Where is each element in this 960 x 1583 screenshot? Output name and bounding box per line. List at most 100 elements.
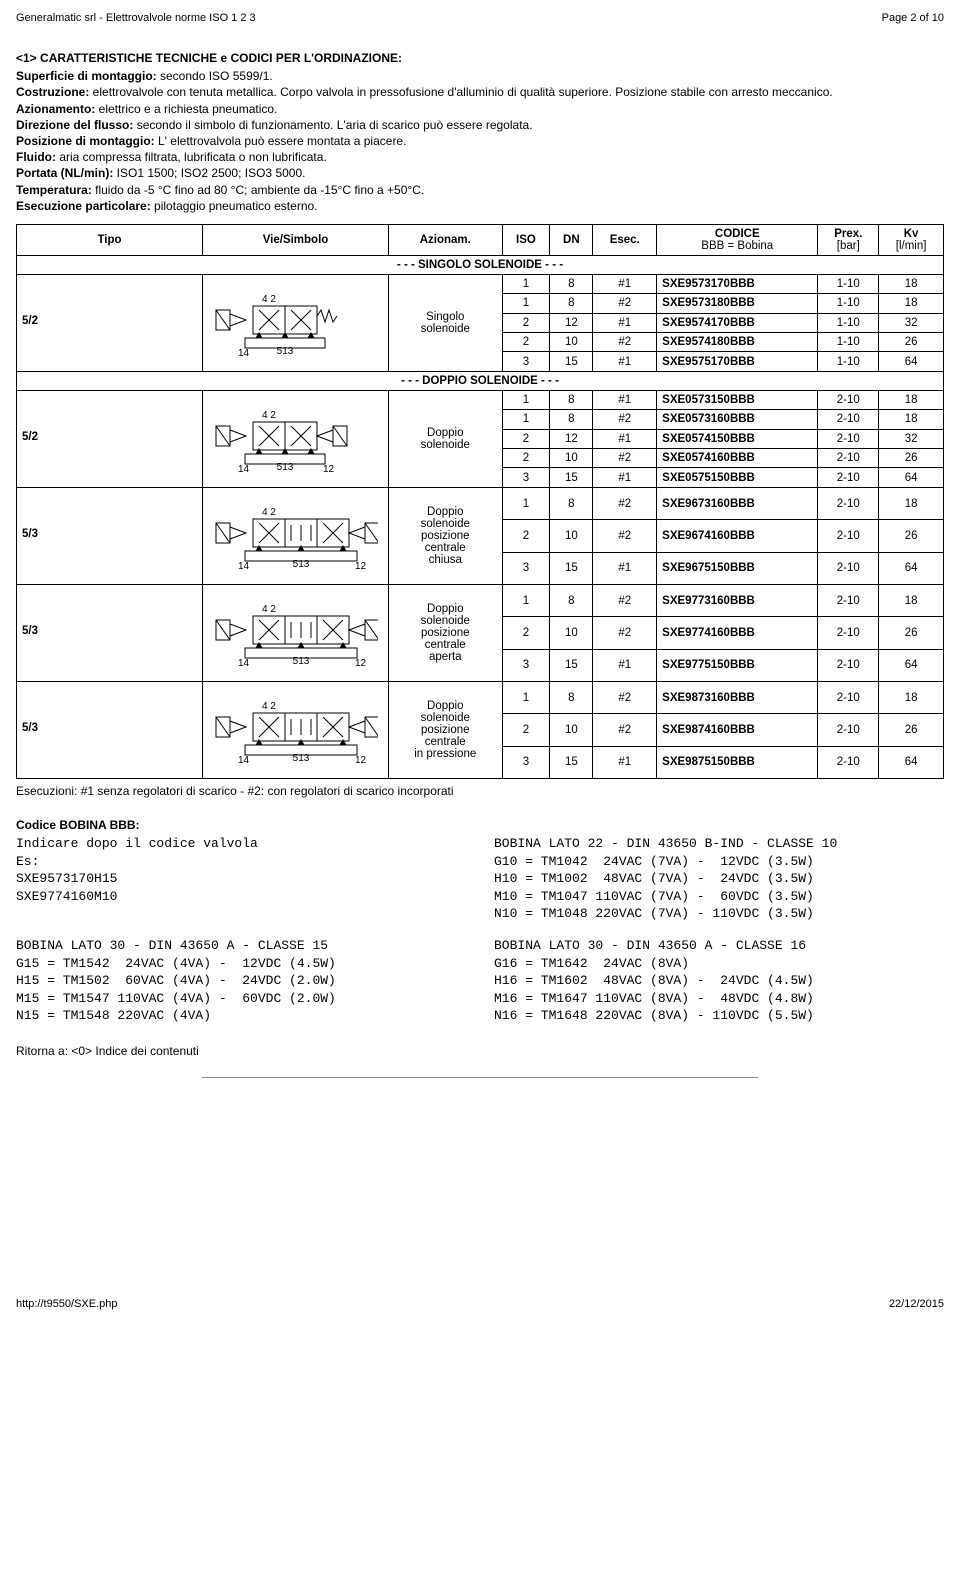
intro-label: Temperatura: <box>16 183 92 197</box>
cell-tipo: 5/2 <box>17 274 203 371</box>
table-row: 5/3 4 21412513Doppio solenoide posizione… <box>17 681 944 713</box>
intro-line: Direzione del flusso: secondo il simbolo… <box>16 117 944 133</box>
intro-text: aria compressa filtrata, lubrificata o n… <box>56 150 327 164</box>
bobina-top-row: Indicare dopo il codice valvola Es: SXE9… <box>16 835 944 923</box>
cell-data: 2-10 <box>818 617 879 649</box>
cell-data: 2-10 <box>818 410 879 429</box>
cell-data: #1 <box>593 649 657 681</box>
cell-data: 1 <box>502 390 550 409</box>
table-body: - - - SINGOLO SOLENOIDE - - -5/2 4 21451… <box>17 255 944 778</box>
intro-label: Posizione di montaggio: <box>16 134 155 148</box>
cell-data: 2-10 <box>818 487 879 519</box>
cell-data: 2-10 <box>818 584 879 616</box>
cell-data: SXE0573150BBB <box>657 390 818 409</box>
cell-data: #2 <box>593 584 657 616</box>
cell-data: SXE9675150BBB <box>657 552 818 584</box>
svg-text:4 2: 4 2 <box>262 701 276 712</box>
cell-data: 18 <box>879 584 944 616</box>
cell-data: 18 <box>879 410 944 429</box>
bobina-right-top: BOBINA LATO 22 - DIN 43650 B-IND - CLASS… <box>494 835 944 923</box>
svg-text:4 2: 4 2 <box>262 410 276 421</box>
cell-data: 2-10 <box>818 714 879 746</box>
cell-tipo: 5/3 <box>17 681 203 778</box>
cell-data: 3 <box>502 649 550 681</box>
intro-line: Costruzione: elettrovalvole con tenuta m… <box>16 84 944 100</box>
cell-data: 8 <box>550 410 593 429</box>
cell-data: SXE9774160BBB <box>657 617 818 649</box>
cell-data: 15 <box>550 352 593 371</box>
table-section-header: - - - DOPPIO SOLENOIDE - - - <box>17 371 944 390</box>
schematic-icon: 4 21412513 <box>208 685 378 775</box>
cell-azionam: Doppio solenoide posizione centrale chiu… <box>389 487 503 584</box>
esecuzioni-note: Esecuzioni: #1 senza regolatori di scari… <box>16 783 944 799</box>
table-row: 5/3 4 21412513Doppio solenoide posizione… <box>17 487 944 519</box>
schematic-icon: 4 21412513 <box>208 394 378 484</box>
svg-text:4 2: 4 2 <box>262 507 276 518</box>
intro-line: Superficie di montaggio: secondo ISO 559… <box>16 68 944 84</box>
intro-label: Azionamento: <box>16 102 95 116</box>
cell-data: 8 <box>550 390 593 409</box>
cell-data: 12 <box>550 313 593 332</box>
table-row: 5/3 4 21412513Doppio solenoide posizione… <box>17 584 944 616</box>
cell-data: 18 <box>879 390 944 409</box>
cell-data: SXE9573180BBB <box>657 294 818 313</box>
intro-text: pilotaggio pneumatico esterno. <box>151 199 318 213</box>
cell-data: 64 <box>879 552 944 584</box>
cell-data: 26 <box>879 617 944 649</box>
cell-data: 26 <box>879 333 944 352</box>
cell-data: 2-10 <box>818 390 879 409</box>
cell-data: 64 <box>879 468 944 487</box>
th-iso: ISO <box>502 224 550 255</box>
cell-data: #1 <box>593 274 657 293</box>
cell-data: SXE0573160BBB <box>657 410 818 429</box>
return-link[interactable]: Ritorna a: <0> Indice dei contenuti <box>16 1044 199 1058</box>
cell-data: #2 <box>593 681 657 713</box>
cell-data: 10 <box>550 333 593 352</box>
page-footer: http://t9550/SXE.php 22/12/2015 <box>16 1298 944 1310</box>
cell-data: 1 <box>502 274 550 293</box>
svg-text:14: 14 <box>238 348 250 359</box>
svg-text:14: 14 <box>238 464 250 475</box>
intro-label: Superficie di montaggio: <box>16 69 157 83</box>
cell-data: 15 <box>550 649 593 681</box>
cell-azionam: Doppio solenoide posizione centrale aper… <box>389 584 503 681</box>
cell-data: #2 <box>593 714 657 746</box>
cell-diagram: 4 21412513 <box>203 681 389 778</box>
cell-data: #1 <box>593 313 657 332</box>
th-azionam: Azionam. <box>389 224 503 255</box>
svg-text:12: 12 <box>323 464 335 475</box>
cell-azionam: Doppio solenoide posizione centrale in p… <box>389 681 503 778</box>
th-prex: Prex. [bar] <box>818 224 879 255</box>
cell-data: 10 <box>550 617 593 649</box>
svg-text:12: 12 <box>355 561 367 572</box>
th-vie: Vie/Simbolo <box>203 224 389 255</box>
schematic-icon: 4 21412513 <box>208 491 378 581</box>
bobina-right-bot: BOBINA LATO 30 - DIN 43650 A - CLASSE 16… <box>494 937 944 1025</box>
cell-data: #1 <box>593 429 657 448</box>
svg-text:4 2: 4 2 <box>262 294 276 305</box>
cell-data: #2 <box>593 410 657 429</box>
intro-line: Fluido: aria compressa filtrata, lubrifi… <box>16 149 944 165</box>
cell-data: 2 <box>502 333 550 352</box>
cell-data: 1-10 <box>818 313 879 332</box>
th-esec: Esec. <box>593 224 657 255</box>
intro-block: Superficie di montaggio: secondo ISO 559… <box>16 68 944 214</box>
cell-azionam: Doppio solenoide <box>389 390 503 487</box>
header-right: Page 2 of 10 <box>882 12 944 24</box>
cell-data: 18 <box>879 487 944 519</box>
cell-data: 2 <box>502 449 550 468</box>
cell-data: 26 <box>879 449 944 468</box>
cell-data: 2 <box>502 313 550 332</box>
cell-data: 32 <box>879 313 944 332</box>
cell-data: 1 <box>502 294 550 313</box>
cell-data: 2-10 <box>818 649 879 681</box>
cell-data: #2 <box>593 294 657 313</box>
cell-data: SXE0574150BBB <box>657 429 818 448</box>
cell-data: 8 <box>550 294 593 313</box>
cell-data: 64 <box>879 649 944 681</box>
cell-data: 10 <box>550 520 593 552</box>
table-section-header: - - - SINGOLO SOLENOIDE - - - <box>17 255 944 274</box>
cell-data: #2 <box>593 617 657 649</box>
bobina-bottom-row: BOBINA LATO 30 - DIN 43650 A - CLASSE 15… <box>16 937 944 1025</box>
intro-text: elettrico e a richiesta pneumatico. <box>95 102 277 116</box>
